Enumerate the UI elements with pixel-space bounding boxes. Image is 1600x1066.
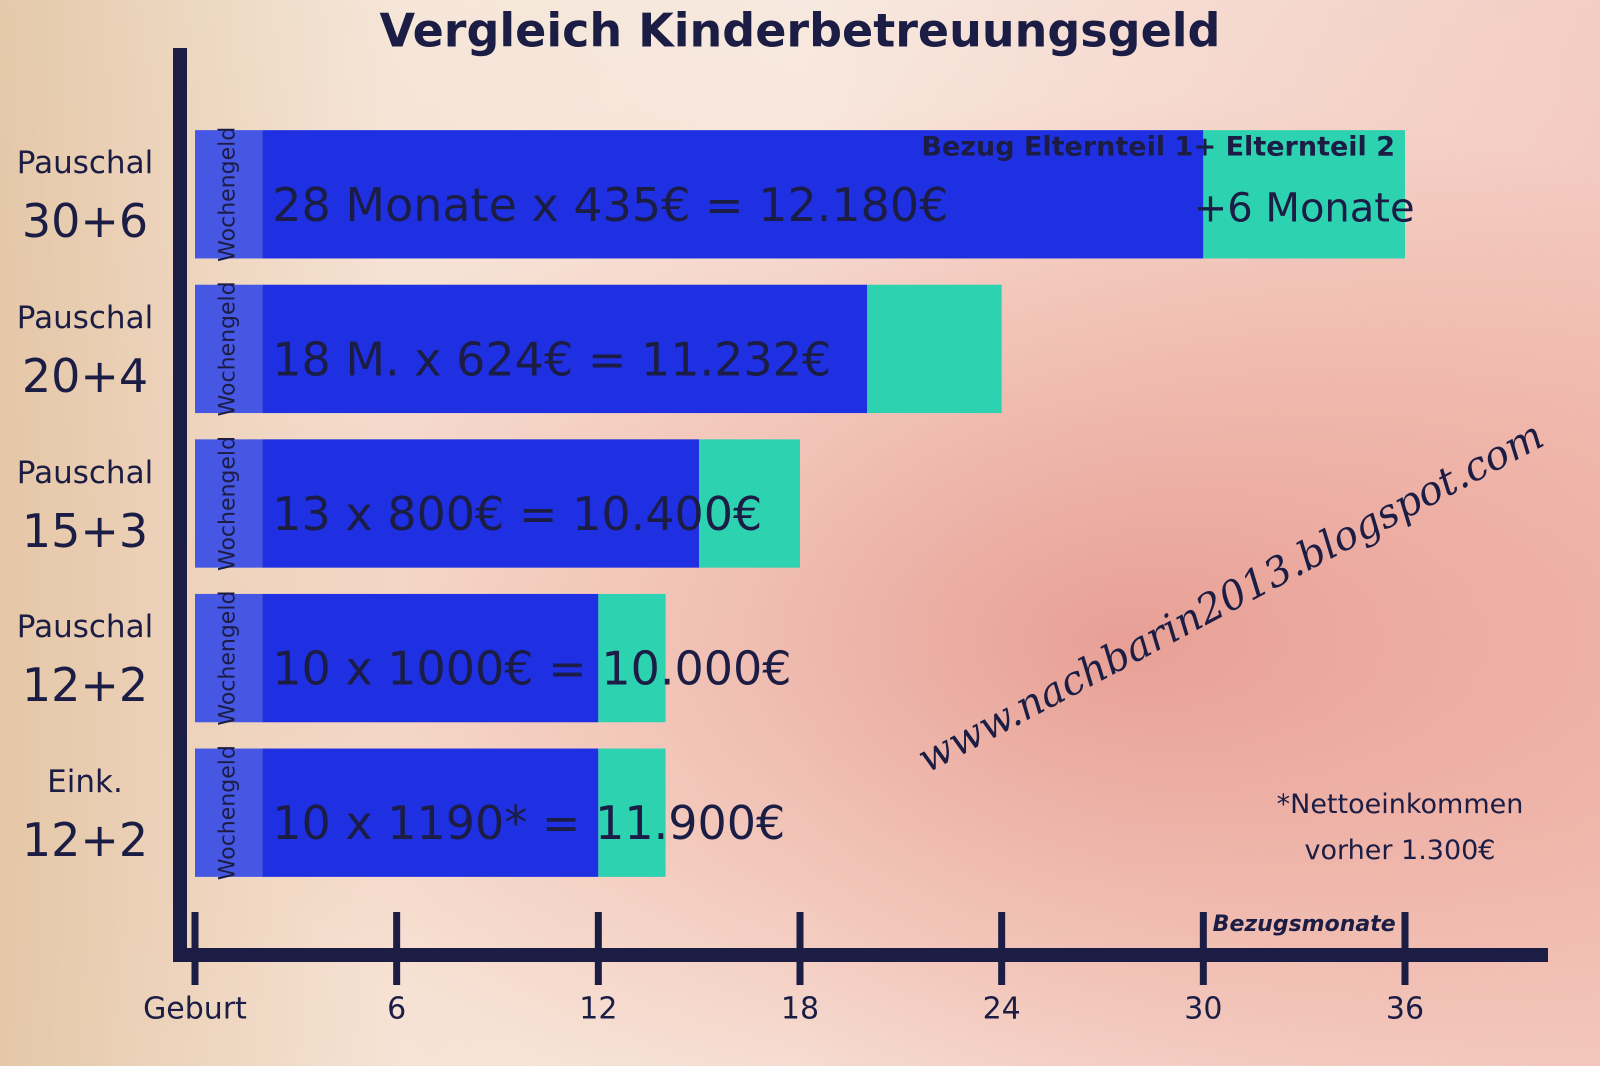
segment-label: Wochengeld bbox=[216, 436, 241, 571]
x-axis-title: Bezugsmonate bbox=[1213, 912, 1396, 937]
chart-title: Vergleich Kinderbetreuungsgeld bbox=[379, 4, 1220, 58]
value-label: +6 Monate bbox=[1194, 185, 1415, 231]
bar-segment bbox=[195, 284, 263, 414]
category-label: Pauschal 20+4 bbox=[16, 299, 154, 403]
x-tick-label: 36 bbox=[1386, 992, 1424, 1027]
legend-label: Bezug Elternteil 1 bbox=[921, 132, 1193, 163]
legend-label: + Elternteil 2 bbox=[1194, 132, 1395, 163]
segment-label: Wochengeld bbox=[216, 281, 241, 416]
bar-segment bbox=[262, 130, 1204, 259]
bar-segment bbox=[598, 748, 666, 877]
x-tick-label: 18 bbox=[781, 992, 819, 1027]
bar-segment bbox=[867, 284, 1002, 414]
bar-segment bbox=[262, 439, 700, 568]
x-tick-label: Geburt bbox=[143, 992, 247, 1027]
segment-label: Wochengeld bbox=[216, 591, 241, 726]
x-tick-label: 24 bbox=[983, 992, 1021, 1027]
category-label: Pauschal 12+2 bbox=[16, 609, 154, 713]
bar-text: 10 x 1000€ = 10.000€ bbox=[272, 642, 791, 696]
category-label: Pauschal 15+3 bbox=[16, 454, 154, 558]
segment-label: Wochengeld bbox=[216, 127, 241, 262]
x-tick-label: 6 bbox=[387, 992, 406, 1027]
category-label: Eink. 12+2 bbox=[21, 763, 149, 867]
category-label: Pauschal 30+6 bbox=[16, 145, 154, 249]
bar-text: 10 x 1190* = 11.900€ bbox=[272, 796, 785, 850]
bar-segment bbox=[195, 130, 263, 259]
bar-segment bbox=[262, 748, 599, 877]
x-tick-label: 12 bbox=[579, 992, 617, 1027]
footnote: *Nettoeinkommen vorher 1.300€ bbox=[1276, 789, 1524, 866]
bar-text: 28 Monate x 435€ = 12.180€ bbox=[272, 178, 948, 232]
watermark: www.nachbarin2013.blogspot.com bbox=[910, 412, 1551, 782]
segment-label: Wochengeld bbox=[216, 745, 241, 880]
bar-segment bbox=[195, 439, 263, 568]
bar-text: 13 x 800€ = 10.400€ bbox=[272, 487, 762, 541]
bar-segment bbox=[262, 284, 868, 414]
bar-segment bbox=[262, 593, 599, 723]
bar-segment bbox=[598, 593, 666, 723]
bar-segment bbox=[699, 439, 800, 568]
bar-text: 18 M. x 624€ = 11.232€ bbox=[272, 332, 831, 386]
bar-segment bbox=[195, 748, 263, 877]
x-tick-label: 30 bbox=[1184, 992, 1222, 1027]
bar-segment bbox=[1203, 130, 1405, 259]
bar-segment bbox=[195, 593, 263, 723]
